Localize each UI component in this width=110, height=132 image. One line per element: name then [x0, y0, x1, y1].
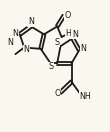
- Text: NH: NH: [79, 92, 91, 101]
- Text: S: S: [48, 62, 53, 71]
- Text: N: N: [28, 17, 34, 26]
- Text: N: N: [23, 45, 29, 54]
- Text: S: S: [55, 38, 60, 47]
- Text: N: N: [12, 29, 18, 37]
- Text: HN: HN: [65, 29, 77, 38]
- Text: O: O: [54, 89, 60, 98]
- Text: O: O: [64, 11, 71, 20]
- Text: N: N: [7, 38, 13, 47]
- Text: N: N: [81, 44, 87, 53]
- Text: N: N: [72, 30, 78, 39]
